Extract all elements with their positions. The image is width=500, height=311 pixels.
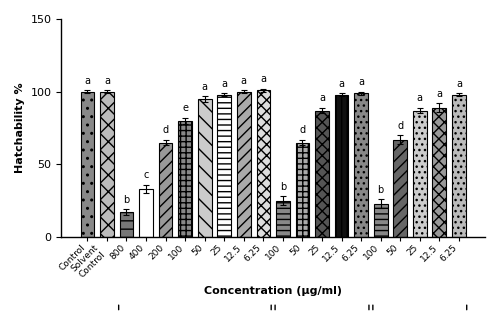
Bar: [159, 142, 172, 237]
Text: d: d: [397, 121, 404, 131]
Text: a: a: [222, 79, 228, 89]
Bar: [334, 95, 348, 237]
Text: b: b: [378, 185, 384, 195]
Bar: [178, 121, 192, 237]
Text: b: b: [124, 195, 130, 205]
Bar: [354, 93, 368, 237]
Text: a: a: [417, 93, 423, 103]
Text: a: a: [260, 74, 266, 84]
Bar: [120, 212, 134, 237]
Bar: [100, 92, 114, 237]
Bar: [315, 110, 329, 237]
Bar: [80, 92, 94, 237]
Bar: [394, 140, 407, 237]
Text: a: a: [456, 79, 462, 89]
Text: a: a: [104, 76, 110, 86]
Bar: [276, 201, 290, 237]
Bar: [452, 95, 466, 237]
Text: a: a: [358, 77, 364, 87]
Bar: [374, 203, 388, 237]
Bar: [256, 90, 270, 237]
Text: c: c: [144, 170, 148, 180]
Bar: [218, 95, 231, 237]
Y-axis label: Hatchability %: Hatchability %: [15, 83, 25, 173]
Text: d: d: [162, 125, 168, 135]
Text: a: a: [338, 79, 344, 89]
Text: a: a: [202, 82, 207, 92]
Text: a: a: [319, 93, 325, 103]
Bar: [139, 189, 153, 237]
Text: b: b: [280, 182, 286, 192]
Bar: [237, 92, 250, 237]
Text: d: d: [300, 125, 306, 135]
Bar: [198, 99, 211, 237]
Bar: [296, 142, 310, 237]
Bar: [413, 110, 426, 237]
Text: a: a: [241, 76, 247, 86]
X-axis label: Concentration (μg/ml): Concentration (μg/ml): [204, 286, 342, 296]
Text: a: a: [84, 76, 90, 86]
Text: a: a: [436, 89, 442, 99]
Bar: [432, 108, 446, 237]
Text: e: e: [182, 104, 188, 114]
